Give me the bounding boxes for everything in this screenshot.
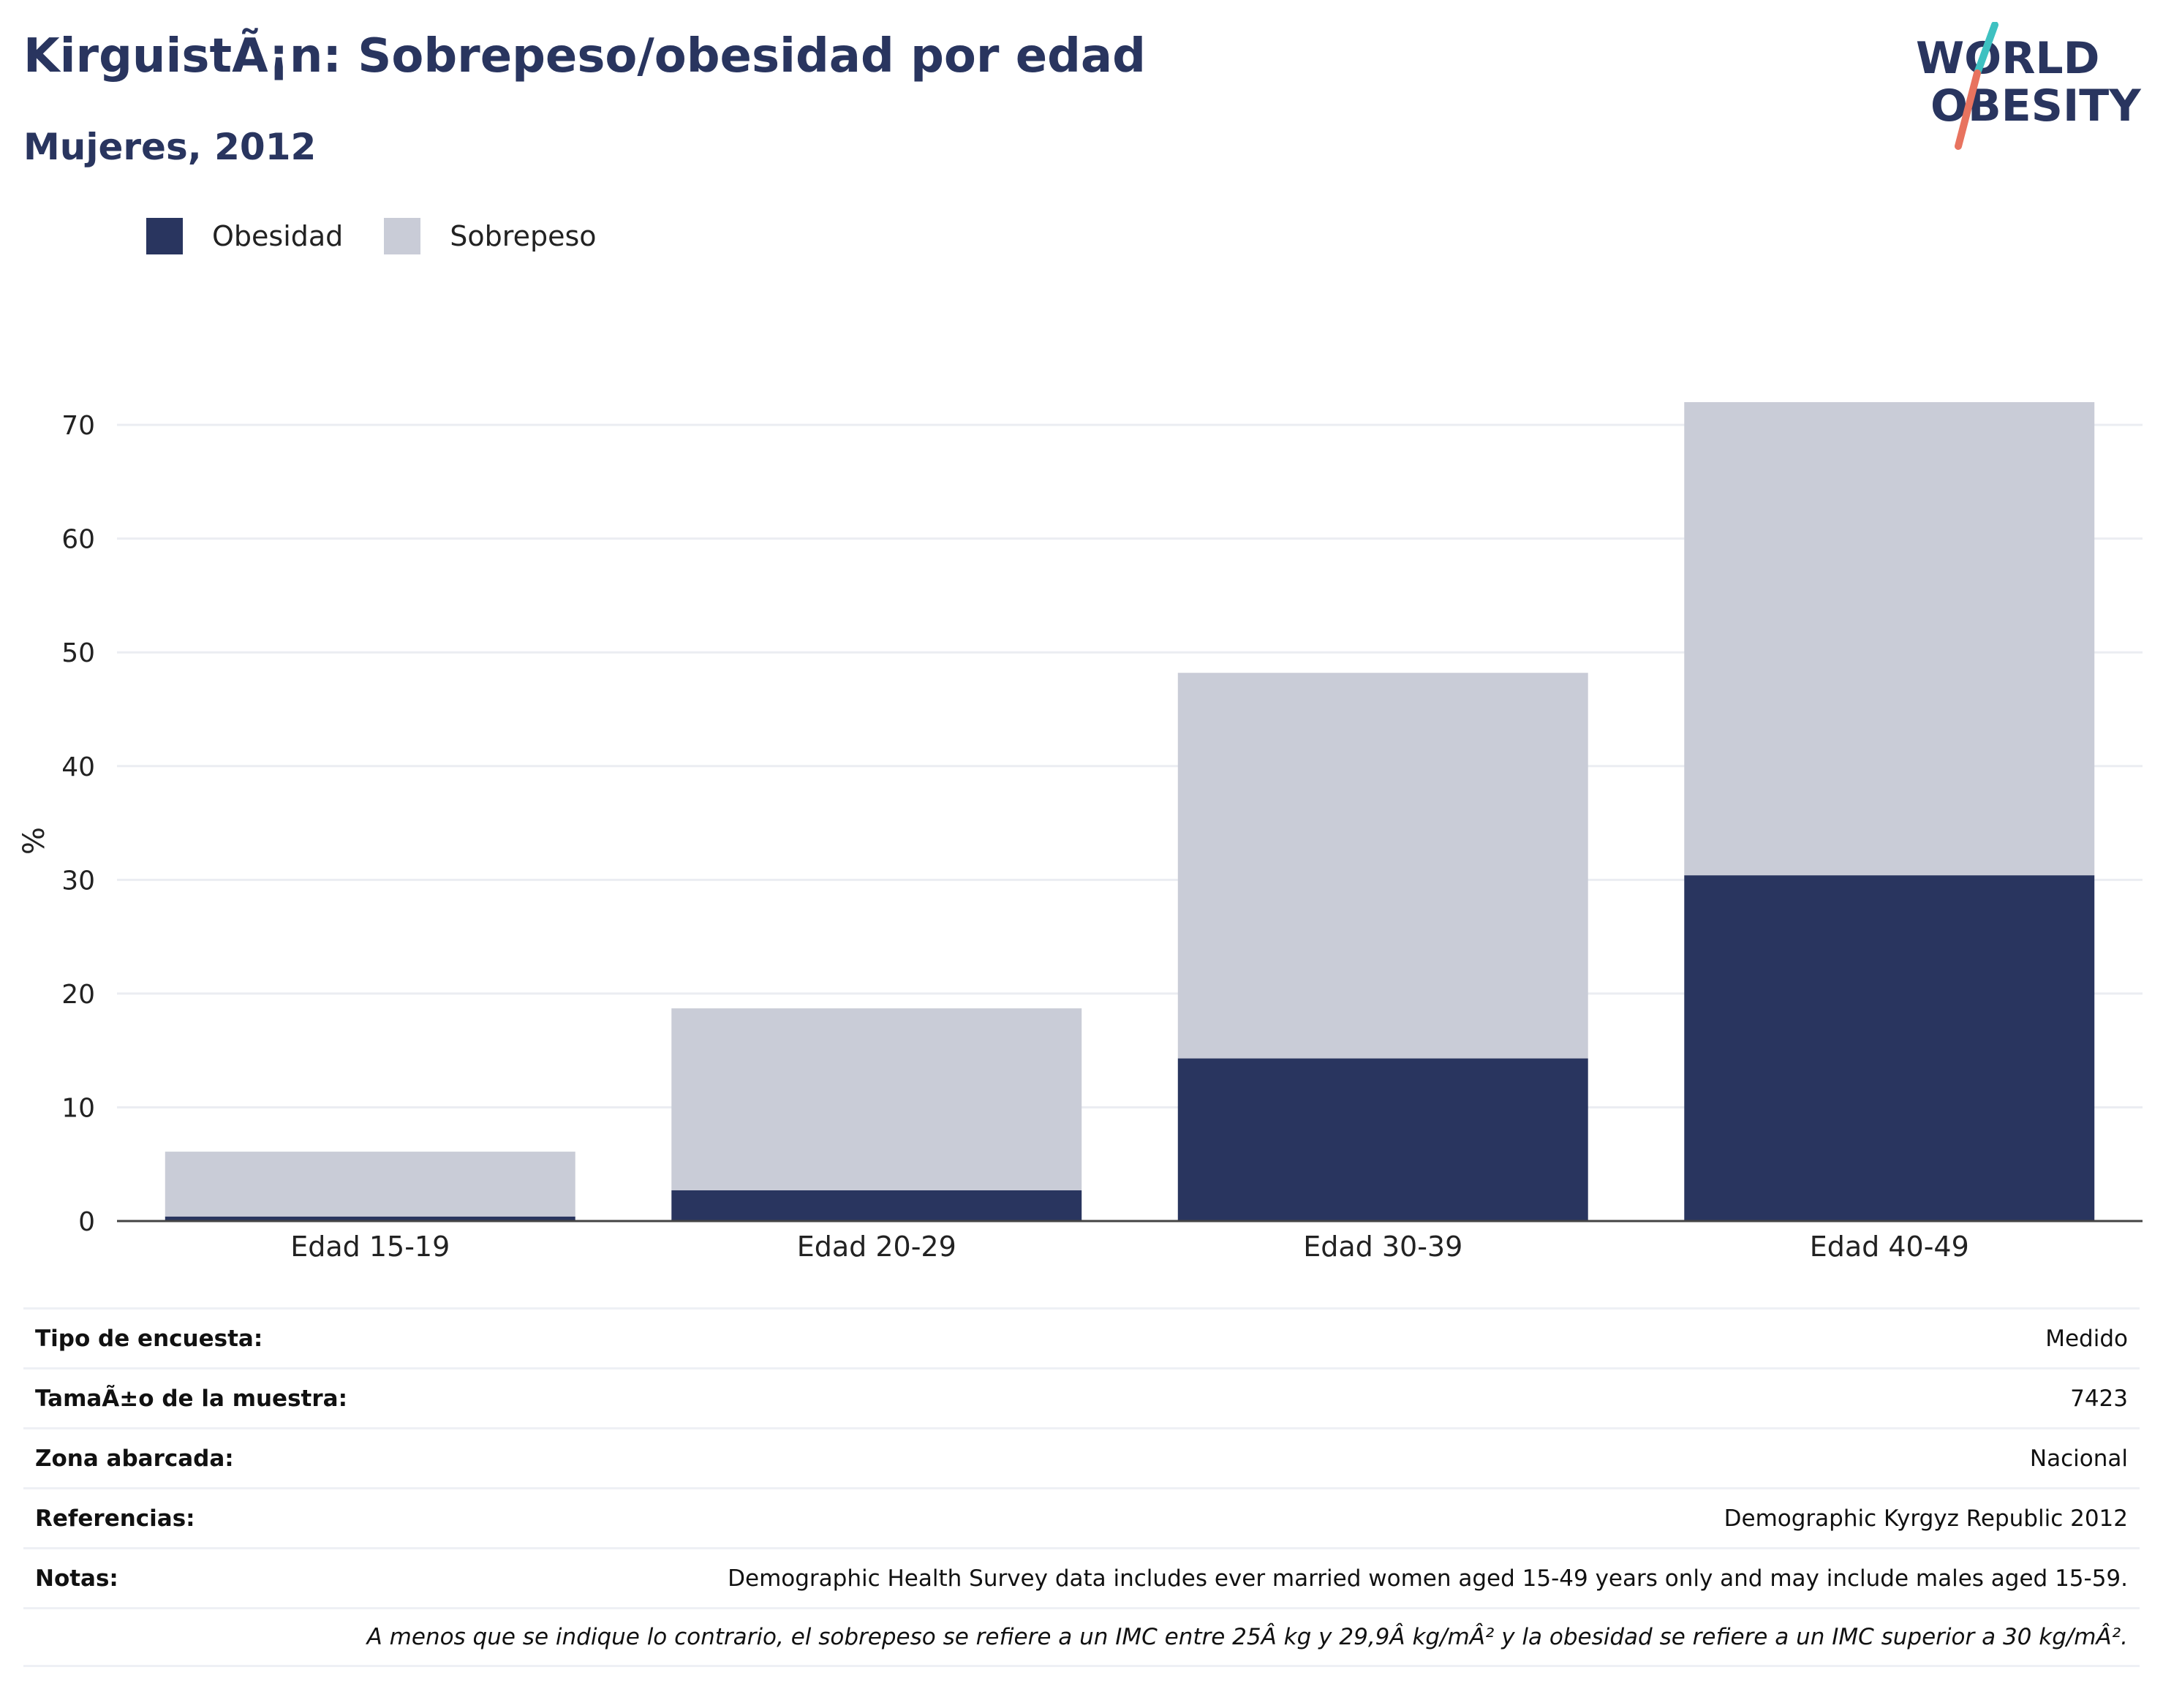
- logo-slash-coral: [1955, 69, 1981, 150]
- legend-item-obesity[interactable]: Obesidad: [146, 218, 343, 254]
- legend-swatch-overweight: [384, 218, 421, 254]
- y-tick-label: 0: [78, 1207, 95, 1237]
- info-value: Demographic Kyrgyz Republic 2012: [1724, 1505, 2128, 1532]
- info-row-references: Referencias: Demographic Kyrgyz Republic…: [23, 1487, 2140, 1547]
- logo-slash-teal: [1974, 22, 1998, 77]
- world-obesity-logo: WORLD OBESITY: [1916, 22, 2142, 150]
- x-tick-label: Edad 30-39: [1303, 1231, 1462, 1263]
- info-label: Referencias:: [35, 1505, 195, 1532]
- bar-sobrepeso[interactable]: [671, 1008, 1082, 1190]
- y-tick-label: 10: [61, 1093, 95, 1123]
- info-value: Medido: [2045, 1325, 2128, 1352]
- survey-info-table: Tipo de encuesta: Medido TamaÃ±o de la m…: [23, 1307, 2140, 1667]
- info-label: Zona abarcada:: [35, 1445, 234, 1472]
- bar-sobrepeso[interactable]: [165, 1152, 575, 1217]
- info-row-footnote: A menos que se indique lo contrario, el …: [23, 1607, 2140, 1667]
- x-tick-label: Edad 20-29: [797, 1231, 956, 1263]
- bar-obesidad[interactable]: [671, 1190, 1082, 1221]
- bar-obesidad[interactable]: [1684, 875, 2095, 1221]
- bar-sobrepeso[interactable]: [1177, 673, 1588, 1059]
- info-row-sample-size: TamaÃ±o de la muestra: 7423: [23, 1367, 2140, 1427]
- y-tick-label: 30: [61, 866, 95, 896]
- y-tick-label: 70: [61, 411, 95, 441]
- bar-obesidad[interactable]: [1177, 1058, 1588, 1221]
- x-tick-label: Edad 40-49: [1810, 1231, 1969, 1263]
- y-tick-label: 50: [61, 638, 95, 668]
- legend-label-obesity: Obesidad: [212, 220, 344, 252]
- page-title: KirguistÃ¡n: Sobrepeso/obesidad por edad: [23, 29, 1146, 83]
- logo-line-1: WORLD: [1916, 33, 2099, 84]
- y-tick-label: 20: [61, 980, 95, 1010]
- y-tick-label: 60: [61, 525, 95, 555]
- info-row-area: Zona abarcada: Nacional: [23, 1427, 2140, 1487]
- y-tick-label: 40: [61, 752, 95, 782]
- info-row-survey-type: Tipo de encuesta: Medido: [23, 1307, 2140, 1367]
- legend-swatch-obesity: [146, 218, 183, 254]
- info-value: Demographic Health Survey data includes …: [728, 1565, 2128, 1592]
- footnote: A menos que se indique lo contrario, el …: [366, 1624, 2128, 1650]
- legend-label-overweight: Sobrepeso: [450, 220, 597, 252]
- info-value: 7423: [2070, 1385, 2128, 1412]
- x-tick-label: Edad 15-19: [290, 1231, 450, 1263]
- info-label: TamaÃ±o de la muestra:: [35, 1385, 347, 1412]
- bar-sobrepeso[interactable]: [1684, 402, 2095, 876]
- stacked-bar-chart: 0 10 20 30 40 50 60 70% Edad 15-19 Edad 20-29 Edad…: [18, 402, 2143, 1263]
- page-subtitle: Mujeres, 2012: [23, 126, 317, 168]
- info-row-notes: Notas: Demographic Health Survey data in…: [23, 1547, 2140, 1607]
- info-label: Tipo de encuesta:: [35, 1325, 263, 1352]
- bar-obesidad[interactable]: [165, 1216, 575, 1221]
- info-label: Notas:: [35, 1565, 118, 1592]
- chart-legend: Obesidad Sobrepeso: [146, 216, 638, 256]
- info-value: Nacional: [2029, 1445, 2128, 1472]
- y-axis-label: %: [18, 827, 51, 855]
- legend-item-overweight[interactable]: Sobrepeso: [384, 218, 597, 254]
